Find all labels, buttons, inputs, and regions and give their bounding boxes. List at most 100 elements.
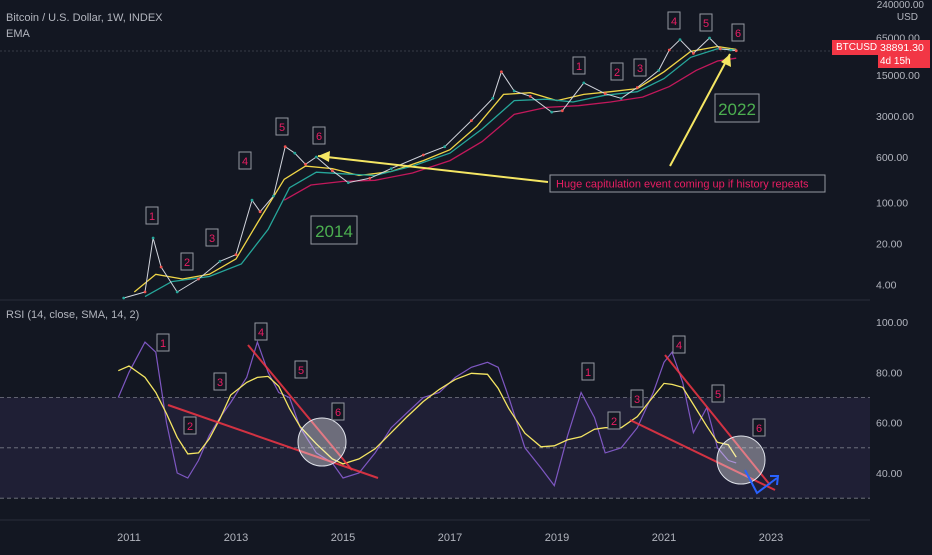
svg-text:5: 5 (298, 365, 304, 377)
price-point (470, 119, 473, 122)
price-point (718, 47, 722, 51)
price-point (143, 290, 147, 294)
wave-label-price-waves-2014-2: 2 (180, 252, 194, 271)
price-point (560, 109, 564, 113)
wave-label-rsi-waves-2022-1: 1 (581, 362, 595, 381)
rsi-sma-line (118, 365, 737, 465)
year-label-2014-box: 2014 (310, 215, 358, 245)
price-tag-countdown: 4d 15h (878, 55, 930, 68)
price-point (346, 181, 350, 185)
price-point (708, 36, 711, 40)
price-point (368, 176, 372, 180)
price-tick-label: 15000.00 (876, 70, 920, 82)
rsi-circle-2022 (716, 435, 766, 485)
price-point (491, 96, 495, 100)
callout-arrow-2014-head (318, 151, 330, 162)
rsi-circle-2014 (297, 417, 347, 467)
ema-line-0 (133, 45, 737, 293)
wave-label-price-waves-2014-3: 3 (205, 228, 219, 247)
wave-label-rsi-waves-2022-4: 4 (672, 335, 686, 354)
price-point (151, 236, 155, 240)
x-tick-label: 2019 (545, 532, 569, 544)
svg-text:5: 5 (715, 389, 721, 401)
price-tick-label: 600.00 (876, 152, 908, 164)
svg-text:2: 2 (187, 421, 193, 433)
price-point (304, 162, 307, 166)
rsi-label: RSI (14, close, SMA, 14, 2) (6, 309, 140, 321)
price-point (122, 296, 126, 300)
wave-label-price-waves-2014-1: 1 (145, 206, 159, 225)
year-label-2022: 2022 (718, 100, 756, 119)
wave-label-rsi-waves-2014-2: 2 (183, 416, 197, 435)
rsi-trendline-2022-lower (629, 419, 776, 491)
price-tag: BTCUSD 38891.30 4d 15h (832, 40, 930, 72)
price-point (250, 198, 254, 202)
wave-label-rsi-waves-2014-4: 4 (254, 322, 268, 341)
year-label-2014: 2014 (315, 222, 353, 241)
rsi-tick-label: 80.00 (876, 367, 902, 379)
wave-label-price-waves-2014-6: 6 (312, 126, 326, 145)
svg-text:5: 5 (703, 18, 709, 30)
year-label-2022-box: 2022 (714, 93, 760, 123)
price-tick-label: 4.00 (876, 280, 897, 292)
ema-line-1 (144, 48, 737, 298)
price-point (421, 153, 425, 157)
callout-arrow-2014 (317, 155, 549, 183)
svg-text:3: 3 (634, 394, 640, 406)
rsi-trendline-2014-lower (167, 404, 379, 479)
wave-label-price-waves-2014-5: 5 (275, 117, 289, 136)
price-point (159, 265, 163, 269)
price-point (619, 96, 623, 100)
svg-text:4: 4 (258, 327, 264, 339)
x-tick-label: 2021 (652, 532, 676, 544)
x-tick-label: 2017 (438, 532, 462, 544)
currency-label: USD (896, 12, 918, 23)
wave-label-price-waves-2022-3: 3 (633, 58, 647, 77)
svg-text:1: 1 (149, 211, 155, 223)
rsi-band-background (0, 397, 870, 499)
svg-text:3: 3 (217, 377, 223, 389)
wave-label-rsi-waves-2022-5: 5 (711, 384, 725, 403)
price-point (218, 259, 222, 263)
x-tick-label: 2023 (759, 532, 783, 544)
wave-label-rsi-waves-2014-5: 5 (294, 360, 308, 379)
price-tag-value: 38891.30 (878, 40, 930, 56)
wave-label-rsi-waves-2022-2: 2 (607, 411, 621, 430)
svg-text:6: 6 (335, 407, 341, 419)
price-line (123, 37, 737, 299)
wave-label-price-waves-2022-4: 4 (667, 11, 681, 30)
price-tick-label: 3000.00 (876, 111, 914, 123)
callout-box: Huge capitulation event coming up if his… (549, 174, 826, 193)
svg-text:1: 1 (160, 338, 166, 350)
price-point (729, 48, 733, 52)
price-point (197, 277, 200, 281)
callout-text: Huge capitulation event coming up if his… (556, 179, 809, 191)
callout-arrow-2022 (669, 53, 731, 167)
svg-text:6: 6 (735, 28, 741, 40)
price-point (528, 94, 532, 98)
trend-lines (167, 53, 780, 495)
rsi-trendline-2022-upper (664, 354, 771, 486)
price-point (234, 253, 238, 256)
svg-text:1: 1 (585, 367, 591, 379)
wave-label-rsi-waves-2014-1: 1 (156, 333, 170, 352)
indicator-label: EMA (6, 28, 30, 40)
svg-text:1: 1 (576, 61, 582, 73)
price-point (657, 69, 661, 72)
svg-text:3: 3 (637, 63, 643, 75)
price-point (283, 145, 287, 149)
callout-arrow-2022-head (721, 54, 731, 67)
price-point (692, 52, 695, 55)
price-point (389, 167, 393, 171)
svg-text:6: 6 (756, 423, 762, 435)
wave-label-rsi-waves-2022-3: 3 (630, 389, 644, 408)
price-point (603, 92, 607, 96)
price-series (122, 36, 738, 300)
rsi-tick-label: 60.00 (876, 418, 902, 430)
price-point (734, 49, 738, 53)
rsi-trendline-2014-upper (247, 344, 353, 471)
svg-text:6: 6 (316, 131, 322, 143)
svg-text:3: 3 (209, 233, 215, 245)
price-point (500, 70, 503, 74)
